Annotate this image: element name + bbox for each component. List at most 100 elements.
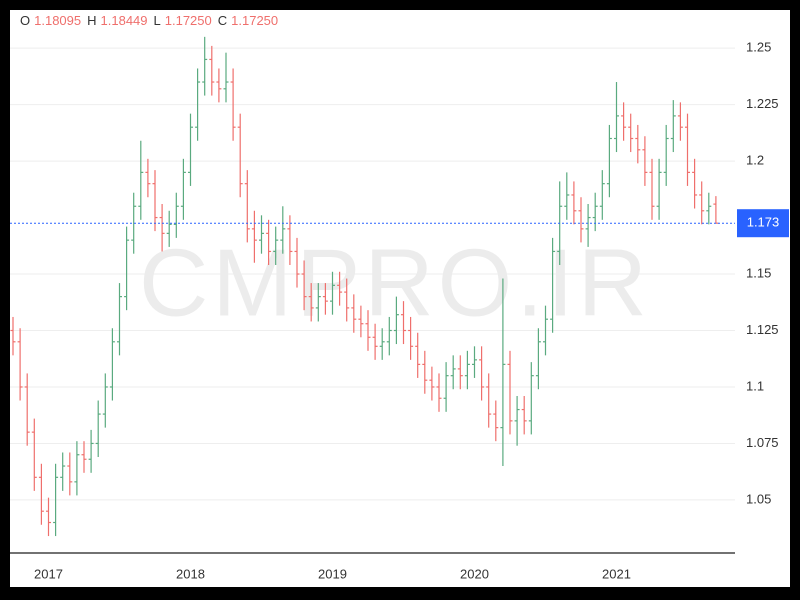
ohlc-bar <box>17 328 23 401</box>
ohlc-bar <box>244 170 250 243</box>
ohlc-bar <box>46 497 51 537</box>
ohlc-bar <box>464 350 470 390</box>
ohlc-bar <box>649 158 655 220</box>
chart-background <box>10 10 790 587</box>
ohlc-bar <box>131 192 137 254</box>
ohlc-bar <box>195 68 201 141</box>
ohlc-bar <box>237 113 243 198</box>
ohlc-bar <box>117 283 122 356</box>
ohlc-bar <box>628 113 634 153</box>
ohlc-bar <box>95 400 101 457</box>
grid <box>10 47 735 501</box>
x-tick-label: 2021 <box>602 566 631 581</box>
ohlc-bar <box>656 158 662 220</box>
legend-label: L <box>154 13 161 28</box>
ohlc-bar <box>621 102 627 141</box>
ohlc-bar <box>159 204 165 252</box>
ohlc-bar <box>677 102 683 141</box>
x-tick-label: 2020 <box>460 566 489 581</box>
bars <box>10 36 719 537</box>
ohlc-bar <box>663 124 669 186</box>
legend-value: 1.18095 <box>34 13 81 28</box>
ohlc-bar <box>457 355 463 390</box>
ohlc-bar <box>38 463 44 525</box>
ohlc-bar <box>429 366 435 401</box>
ohlc-bar <box>564 172 570 220</box>
ohlc-bar <box>230 68 236 141</box>
price-label: 1.173 <box>747 215 780 230</box>
ohlc-bar <box>173 192 179 238</box>
ohlc-bar <box>301 260 307 311</box>
ohlc-bar <box>322 283 328 315</box>
ohlc-bar <box>180 158 186 220</box>
ohlc-bar <box>379 328 385 360</box>
ohlc-bar <box>422 350 428 394</box>
ohlc-bar <box>330 271 335 315</box>
ohlc-bar <box>507 350 513 435</box>
ohlc-bar <box>294 237 300 288</box>
ohlc-bar <box>535 328 541 390</box>
ohlc-bar <box>24 373 30 446</box>
y-tick-label: 1.125 <box>746 322 779 337</box>
ohlc-bar <box>386 316 392 356</box>
ohlc-bar <box>138 140 144 220</box>
ohlc-bar <box>315 283 321 322</box>
x-tick-label: 2019 <box>318 566 347 581</box>
ohlc-bar <box>486 373 492 428</box>
legend-value: 1.18449 <box>101 13 148 28</box>
ohlc-bar <box>188 113 193 186</box>
ohlc-bar <box>81 441 87 473</box>
ohlc-bar <box>670 100 676 153</box>
ohlc-bar <box>599 170 605 220</box>
ohlc-bar <box>550 237 556 333</box>
ohlc-bar <box>514 396 520 446</box>
legend-label: O <box>20 13 30 28</box>
price-label-box <box>737 209 789 238</box>
ohlc-bar <box>642 136 648 186</box>
ohlc-bar <box>351 294 357 333</box>
ohlc-bar <box>372 323 378 360</box>
ohlc-bar <box>10 316 16 356</box>
watermark: CMPRO.IR <box>139 229 651 336</box>
ohlc-bar <box>60 452 66 491</box>
ohlc-bar <box>209 45 215 96</box>
ohlc-bar <box>528 362 534 435</box>
ohlc-bar <box>578 197 584 243</box>
ohlc-bar <box>223 52 229 103</box>
ohlc-bar <box>337 271 343 306</box>
ohlc-bar <box>358 305 364 338</box>
x-tick-label: 2017 <box>34 566 63 581</box>
ohlc-bar <box>31 418 37 491</box>
ohlc-bar <box>706 192 712 225</box>
ohlc-bar <box>259 215 264 254</box>
y-tick-label: 1.1 <box>746 378 764 393</box>
ohlc-bar <box>713 196 719 224</box>
ohlc-bar <box>152 170 158 232</box>
ohlc-bar <box>251 210 257 263</box>
x-tick-label: 2018 <box>176 566 205 581</box>
ohlc-bar <box>67 452 73 496</box>
y-tick-label: 1.15 <box>746 265 771 280</box>
legend-value: 1.17250 <box>165 13 212 28</box>
ohlc-bar <box>685 113 690 186</box>
ohlc-bar <box>266 219 272 265</box>
ohlc-bar <box>692 158 698 209</box>
ohlc-bar <box>273 226 279 265</box>
ohlc-bar <box>472 346 477 378</box>
legend-label: H <box>87 13 96 28</box>
ohlc-bar <box>124 226 130 311</box>
ohlc-bar <box>401 301 406 345</box>
ohlc-bar <box>74 441 80 496</box>
ohlc-bar <box>88 429 94 473</box>
ohlc-bar <box>571 181 577 225</box>
ohlc-bar <box>543 305 548 356</box>
ohlc-bar <box>450 355 456 390</box>
y-tick-label: 1.25 <box>746 40 771 55</box>
ohlc-bar <box>166 210 172 247</box>
ohlc-bar <box>102 373 108 428</box>
ohlc-bar <box>202 36 208 96</box>
ohlc-bar <box>521 396 527 435</box>
ohlc-bar <box>479 346 485 401</box>
